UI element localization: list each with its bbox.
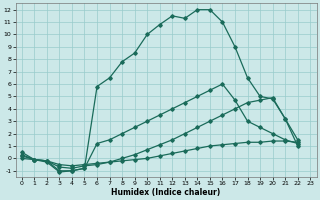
X-axis label: Humidex (Indice chaleur): Humidex (Indice chaleur) [111, 188, 221, 197]
